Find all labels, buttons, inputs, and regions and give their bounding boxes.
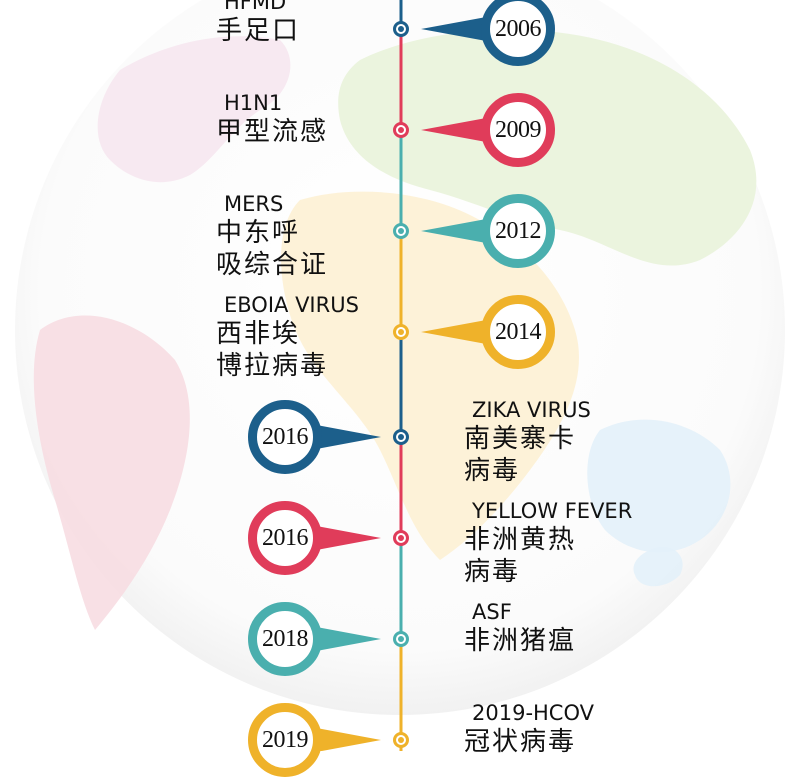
event-label: H1N1 甲型流感 <box>216 90 328 148</box>
event-label: 2019-HCOV 冠状病毒 <box>464 700 594 758</box>
timeline-dot <box>393 223 409 239</box>
event-english-name: HFMD <box>224 0 287 14</box>
event-label: EBOIA VIRUS 西非埃 博拉病毒 <box>216 292 359 382</box>
year-badge: 2009 <box>481 93 555 167</box>
timeline-dot <box>393 122 409 138</box>
event-english-name: ZIKA VIRUS <box>472 398 591 422</box>
year-label: 2018 <box>262 625 309 652</box>
event-english-name: EBOIA VIRUS <box>224 293 359 317</box>
year-label: 2019 <box>262 726 309 753</box>
event-english-name: H1N1 <box>224 91 283 115</box>
year-badge: 2014 <box>481 295 555 369</box>
event-chinese-name: 手足口 <box>216 16 301 46</box>
event-label: HFMD 手足口 <box>216 0 300 47</box>
year-badge: 2018 <box>248 602 322 676</box>
year-badge: 2019 <box>248 703 322 777</box>
event-english-name: MERS <box>224 192 284 216</box>
year-label: 2014 <box>495 318 542 345</box>
year-label: 2016 <box>262 524 309 551</box>
timeline-dot <box>393 530 409 546</box>
year-badge: 2006 <box>481 0 555 66</box>
timeline-dot <box>393 732 409 748</box>
event-chinese-name: 西非埃 <box>216 319 301 349</box>
event-english-name: 2019-HCOV <box>472 701 595 725</box>
year-label: 2016 <box>262 423 309 450</box>
year-badge: 2016 <box>248 400 322 474</box>
event-english-name: YELLOW FEVER <box>472 499 633 523</box>
event-chinese-name: 非洲猪瘟 <box>464 626 577 656</box>
timeline-dot <box>393 631 409 647</box>
event-chinese-name: 甲型流感 <box>216 117 329 147</box>
year-badge: 2012 <box>481 194 555 268</box>
year-badge: 2016 <box>248 501 322 575</box>
continent-south-america <box>33 315 190 630</box>
event-chinese-name: 吸综合证 <box>216 250 329 280</box>
event-chinese-name: 病毒 <box>464 456 521 486</box>
event-chinese-name: 博拉病毒 <box>216 351 329 381</box>
event-chinese-name: 病毒 <box>464 557 521 587</box>
year-label: 2012 <box>495 217 542 244</box>
year-label: 2006 <box>495 15 542 42</box>
continent-australia <box>587 419 731 553</box>
event-label: ASF 非洲猪瘟 <box>464 599 576 657</box>
continent-islands <box>633 546 683 587</box>
timeline-dot <box>393 429 409 445</box>
event-label: ZIKA VIRUS 南美寨卡 病毒 <box>464 397 591 487</box>
event-english-name: ASF <box>472 600 512 624</box>
event-chinese-name: 中东呼 <box>216 218 301 248</box>
timeline-dot <box>393 324 409 340</box>
event-chinese-name: 南美寨卡 <box>464 424 577 454</box>
event-chinese-name: 非洲黄热 <box>464 525 577 555</box>
event-label: MERS 中东呼 吸综合证 <box>216 191 328 281</box>
timeline-dot <box>393 21 409 37</box>
continent-africa <box>281 191 579 560</box>
event-label: YELLOW FEVER 非洲黄热 病毒 <box>464 498 632 588</box>
continent-north-america <box>97 36 291 183</box>
year-label: 2009 <box>495 116 542 143</box>
event-chinese-name: 冠状病毒 <box>464 727 577 757</box>
